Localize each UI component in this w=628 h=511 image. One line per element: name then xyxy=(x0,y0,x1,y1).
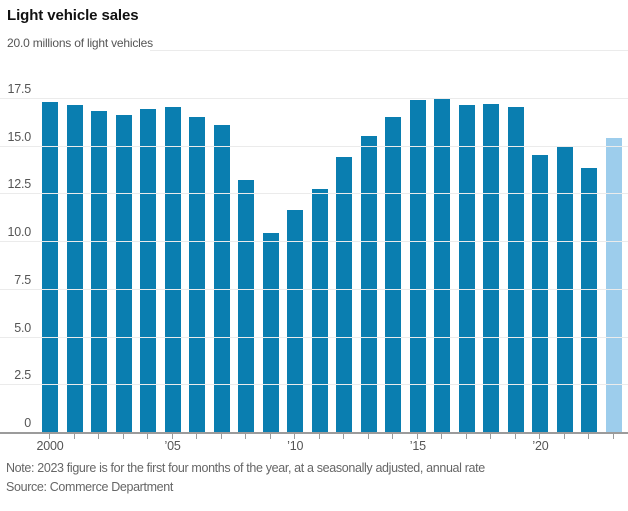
bar-chart: 17.5 15.0 12.5 10.0 7.5 5.0 2.5 0 2000 ’05 ’10 ’15 ’… xyxy=(0,50,628,453)
y-tick-label: 2.5 xyxy=(14,368,31,383)
bar-2009 xyxy=(262,233,279,439)
y-tick-label: 0 xyxy=(24,416,31,430)
x-axis-line xyxy=(0,432,628,434)
y-tick-label: 7.5 xyxy=(14,272,31,287)
y-tick-label: 12.5 xyxy=(7,177,31,192)
y-unit-text: millions of light vehicles xyxy=(32,36,153,50)
x-axis-tick xyxy=(269,434,271,439)
bar-2016 xyxy=(434,97,451,439)
bar-2020 xyxy=(532,155,549,439)
bar-2000 xyxy=(42,101,58,439)
x-axis-tick xyxy=(416,434,418,439)
bar-2018 xyxy=(483,103,500,439)
x-axis-tick xyxy=(490,434,492,439)
x-axis-tick xyxy=(294,434,296,439)
bar-2014 xyxy=(385,116,402,439)
x-axis-tick xyxy=(539,434,541,439)
gridline xyxy=(0,288,628,290)
x-tick-label: ’10 xyxy=(287,439,304,453)
chart-note: Note: 2023 figure is for the first four … xyxy=(6,461,485,475)
bar-2008 xyxy=(238,179,255,439)
gridline xyxy=(150,50,628,51)
gridline xyxy=(0,241,628,242)
x-tick-label: 2000 xyxy=(36,439,64,453)
x-axis-tick xyxy=(588,434,590,439)
x-axis-tick xyxy=(147,434,149,439)
bar-2013 xyxy=(360,135,377,439)
bar-2010 xyxy=(287,210,304,439)
bar-2017 xyxy=(458,105,475,439)
bar-2011 xyxy=(311,189,328,439)
x-axis-tick xyxy=(465,434,467,439)
x-axis-tick xyxy=(441,434,443,439)
x-tick-label: ’05 xyxy=(164,439,181,453)
x-axis-tick xyxy=(245,434,247,439)
x-axis-tick xyxy=(612,434,614,439)
y-tick-label: 15.0 xyxy=(7,129,31,144)
x-axis-tick xyxy=(220,434,222,439)
bar-2006 xyxy=(189,116,206,439)
bar-2005 xyxy=(164,107,181,439)
x-axis-tick xyxy=(122,434,124,439)
chart-source: Source: Commerce Department xyxy=(6,480,174,494)
y-axis-unit-label: 20.0 millions of light vehicles xyxy=(7,36,153,50)
x-axis-tick xyxy=(563,434,565,439)
y-tick-label: 10.0 xyxy=(7,225,31,239)
bar-2004 xyxy=(140,109,157,439)
bar-2019 xyxy=(507,107,524,439)
x-axis-tick xyxy=(196,434,198,439)
x-axis-tick xyxy=(367,434,369,439)
x-tick-label: ’20 xyxy=(532,439,549,453)
x-tick-label: ’15 xyxy=(409,439,426,453)
page-title: Light vehicle sales xyxy=(7,7,139,24)
gridline xyxy=(0,145,628,147)
bar-2015 xyxy=(409,99,426,439)
bar-2022 xyxy=(581,168,598,439)
bar-2012 xyxy=(336,157,353,439)
bar-2002 xyxy=(91,111,108,439)
x-axis-tick xyxy=(318,434,320,439)
bar-2023 xyxy=(605,137,622,439)
x-axis-tick xyxy=(343,434,345,439)
x-axis-tick xyxy=(98,434,100,439)
y-top-tick-label: 20.0 xyxy=(7,36,30,50)
x-axis-tick xyxy=(514,434,516,439)
bar-2007 xyxy=(213,124,230,439)
gridline xyxy=(0,97,628,99)
y-tick-label: 17.5 xyxy=(7,81,31,96)
x-axis-tick xyxy=(171,434,173,439)
gridline xyxy=(0,384,628,386)
bar-2001 xyxy=(66,105,83,439)
x-axis-tick xyxy=(73,434,75,439)
x-axis-tick xyxy=(392,434,394,439)
y-tick-label: 5.0 xyxy=(14,320,31,335)
gridline xyxy=(0,336,628,338)
bars-container xyxy=(42,50,622,439)
gridline xyxy=(0,193,628,195)
x-axis-tick xyxy=(49,434,50,439)
